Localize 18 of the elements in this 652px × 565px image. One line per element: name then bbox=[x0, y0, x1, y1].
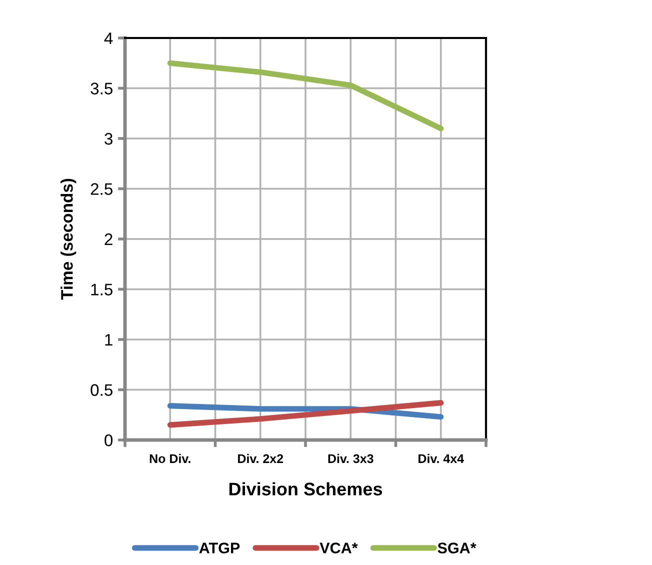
x-tick-label: Div. 3x3 bbox=[328, 454, 374, 464]
y-axis-title: Time (seconds) bbox=[60, 178, 76, 300]
x-axis-title: Division Schemes bbox=[229, 482, 382, 496]
y-tick-label: 4 bbox=[104, 32, 113, 44]
legend-label: ATGP bbox=[199, 542, 240, 554]
x-tick-label: No Div. bbox=[150, 454, 190, 464]
y-tick-label: 0 bbox=[104, 434, 113, 446]
y-tick-label: 3 bbox=[104, 132, 112, 145]
y-tick-label: 0.5 bbox=[90, 384, 112, 396]
legend-label: SGA* bbox=[438, 542, 476, 554]
y-tick-label: 2 bbox=[104, 233, 112, 246]
y-tick-label: 3.5 bbox=[90, 82, 112, 94]
y-tick-label: 1 bbox=[105, 334, 112, 346]
x-tick-label: Div. 2x2 bbox=[238, 454, 284, 463]
legend-label: VCA* bbox=[320, 542, 358, 554]
y-tick-label: 1.5 bbox=[91, 284, 112, 296]
y-tick-label: 2.5 bbox=[90, 183, 112, 195]
x-tick-label: Div. 4x4 bbox=[418, 454, 464, 463]
